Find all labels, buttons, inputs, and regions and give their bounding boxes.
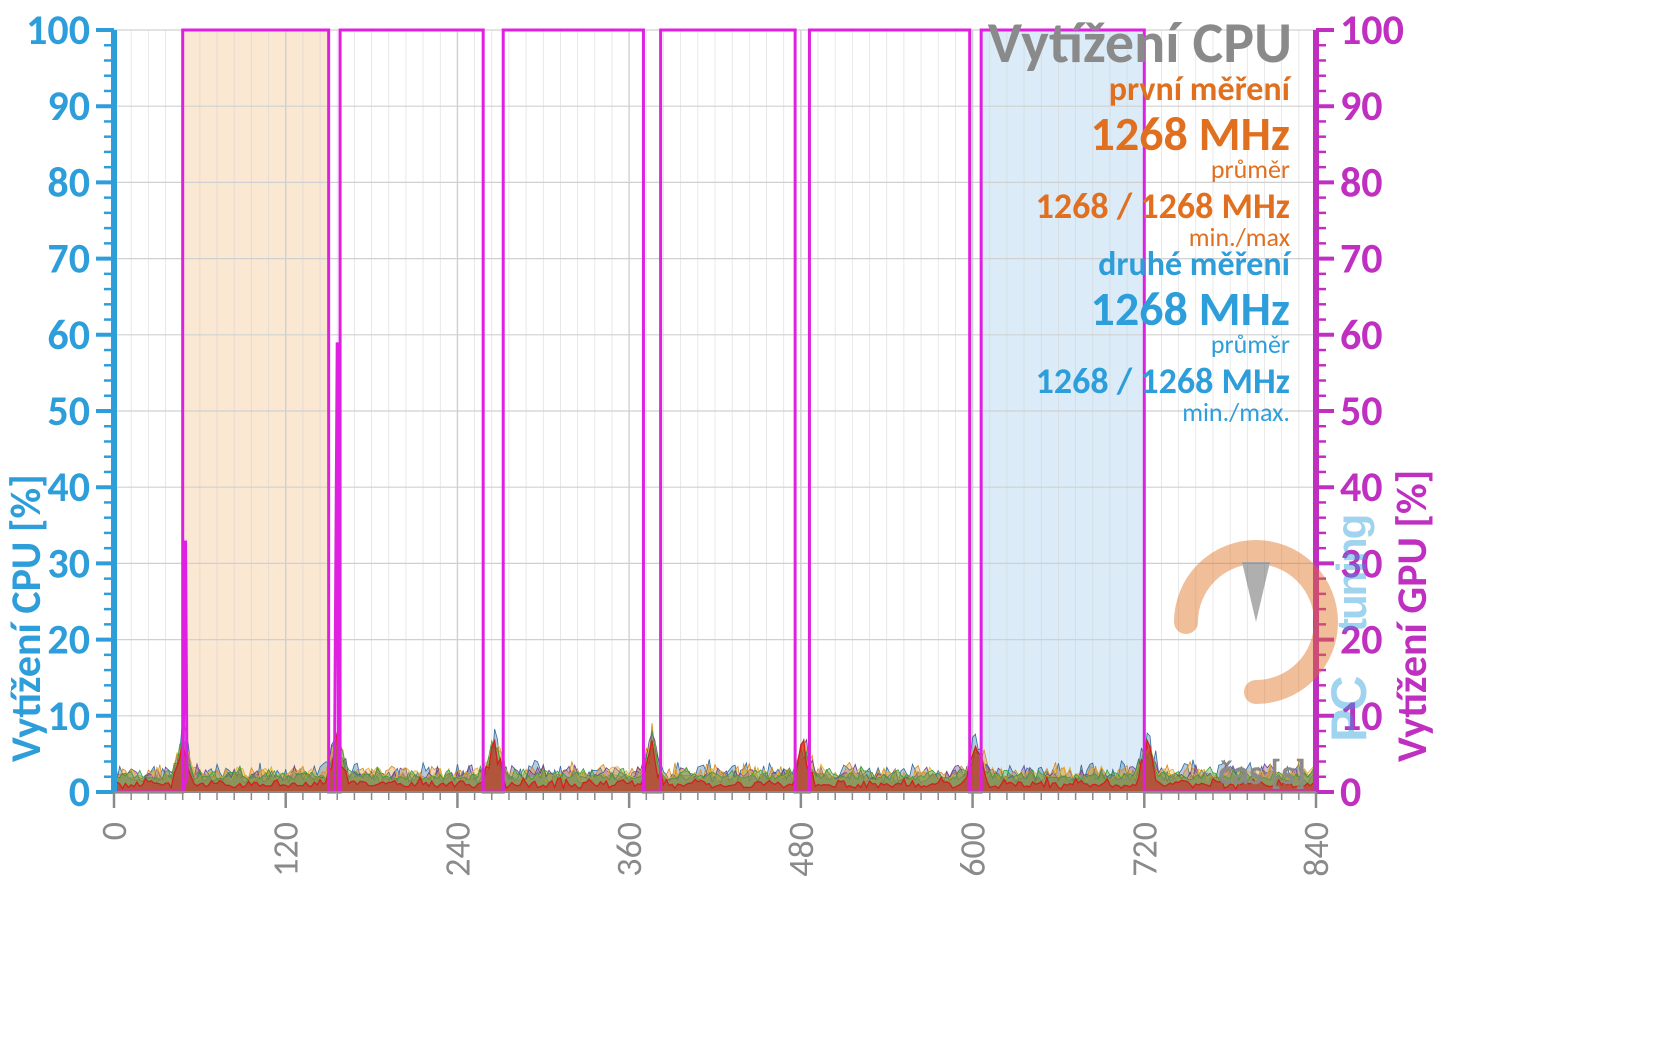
y-left-tick-label: 10	[47, 691, 90, 742]
x-tick-label: 120	[264, 822, 308, 877]
y-left-tick-label: 70	[47, 234, 90, 285]
x-tick-label: 720	[1122, 822, 1166, 877]
y-right-tick-label: 0	[1340, 767, 1361, 818]
chart-title: Vytížení CPU	[988, 7, 1292, 78]
y-left-axis-title: Vytížení CPU [%]	[1, 474, 52, 762]
y-left-tick-label: 100	[26, 5, 90, 56]
y-right-tick-label: 60	[1340, 310, 1383, 361]
x-tick-label: 360	[607, 822, 651, 877]
y-left-tick-label: 90	[47, 81, 90, 132]
y-left-tick-label: 0	[69, 767, 90, 818]
x-tick-label: 240	[435, 822, 479, 877]
y-left-tick-label: 40	[47, 462, 90, 513]
y-right-tick-label: 90	[1340, 81, 1383, 132]
x-tick-label: 0	[92, 822, 136, 840]
y-left-tick-label: 60	[47, 310, 90, 361]
y-right-tick-label: 100	[1340, 5, 1404, 56]
ann-sub: průměr	[1211, 328, 1290, 360]
x-tick-label: 480	[779, 822, 823, 877]
svg-text:PC: PC	[1321, 677, 1377, 742]
y-left-tick-label: 20	[47, 615, 90, 666]
ann-sub2: min./max.	[1182, 396, 1290, 428]
y-left-tick-label: 30	[47, 538, 90, 589]
ann-sub: průměr	[1211, 153, 1290, 185]
svg-text:tuning: tuning	[1328, 516, 1375, 632]
chart-container: 0 10 20 30 40 50 60 70 80 90 100 Vytížení CPU [%] 0 1…	[0, 0, 1654, 1043]
y-left-tick-label: 50	[47, 386, 90, 437]
y-right-tick-label: 70	[1340, 234, 1383, 285]
x-tick-label: 600	[951, 822, 995, 877]
y-right-tick-label: 80	[1340, 157, 1383, 208]
x-tick-label: 840	[1294, 822, 1338, 877]
y-right-tick-label: 50	[1340, 386, 1383, 437]
y-right-axis-title: Vytížení GPU [%]	[1387, 470, 1438, 762]
y-right-tick-label: 40	[1340, 462, 1383, 513]
chart-svg: 0 10 20 30 40 50 60 70 80 90 100 Vytížení CPU [%] 0 1…	[0, 0, 1654, 1043]
y-left-tick-label: 80	[47, 157, 90, 208]
x-axis-title: čas [s]	[1218, 753, 1306, 794]
